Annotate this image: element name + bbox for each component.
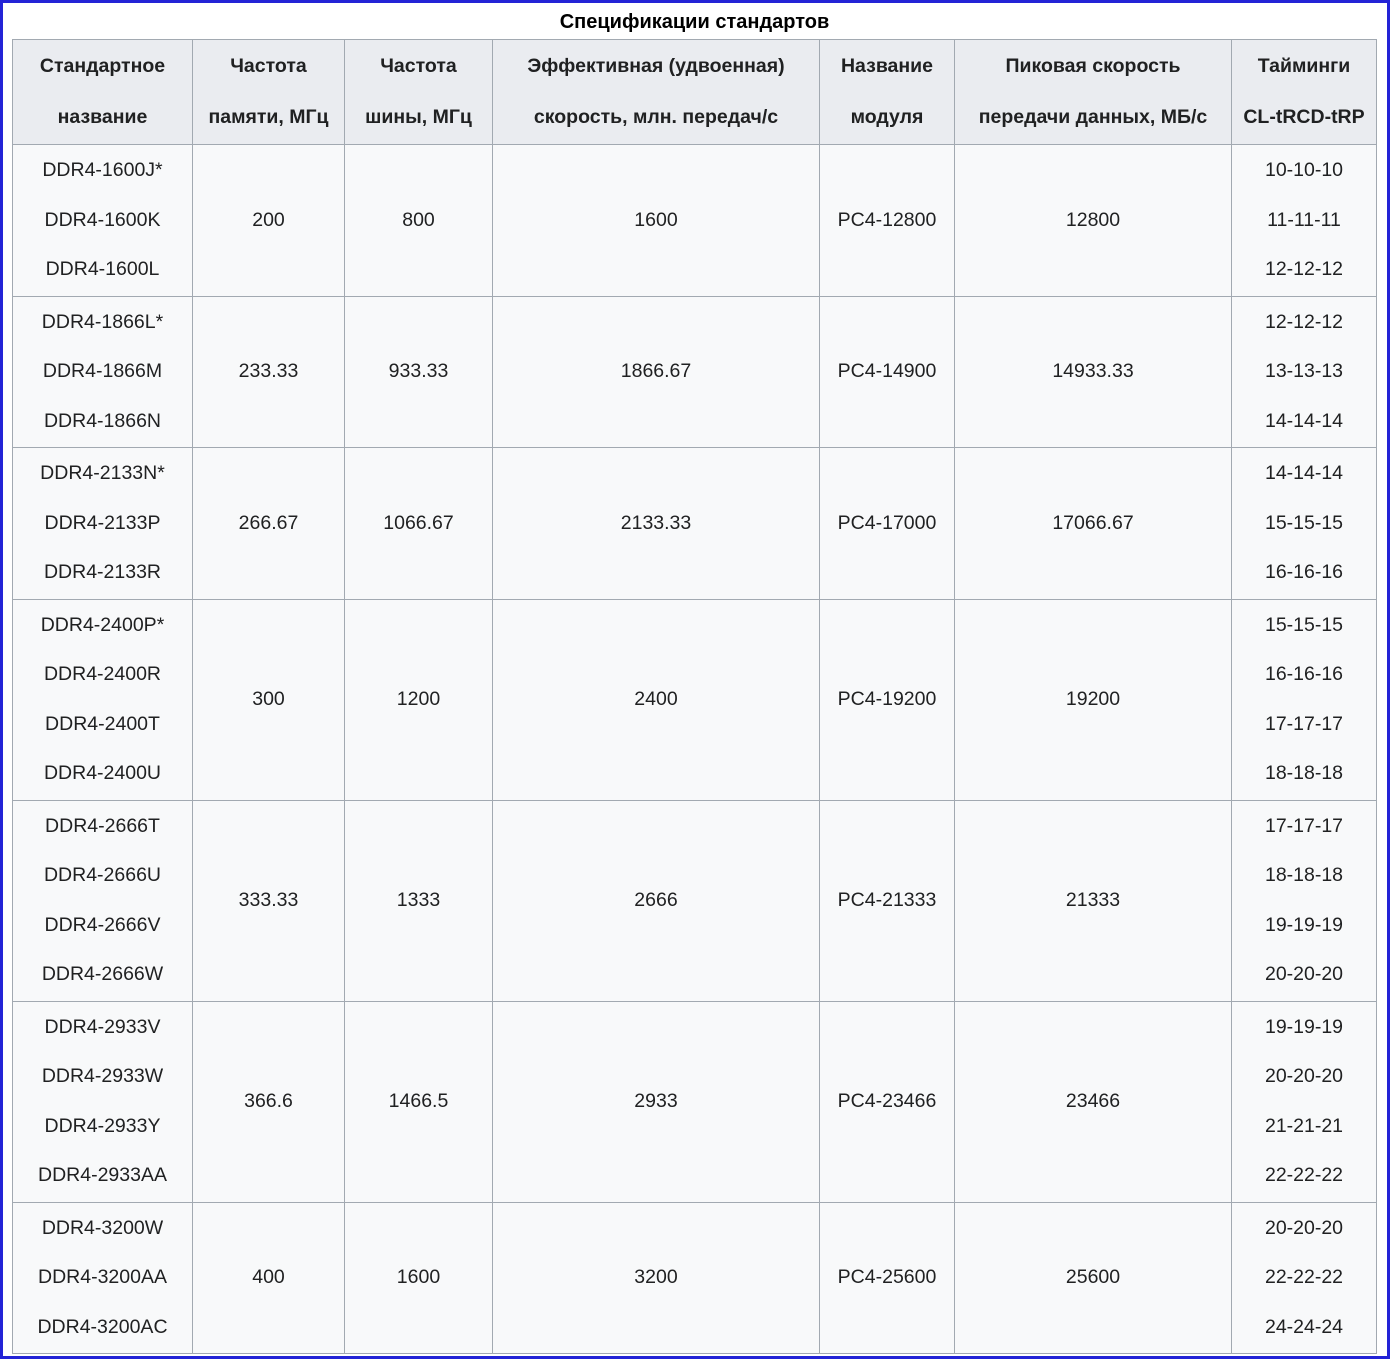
ddr4-specs-table: Спецификации стандартов Стандартное назв… [12, 8, 1377, 1354]
cell-bus-clock: 1200 [344, 598, 493, 801]
cell-bus-clock: 1066.67 [344, 447, 493, 600]
cell-peak-speed: 21333 [954, 799, 1232, 1002]
cell-module-name: PC4-17000 [819, 447, 955, 600]
col-header-memory-clock: Частота памяти, МГц [192, 39, 345, 145]
col-header-effective-rate: Эффективная (удвоенная) скорость, млн. п… [492, 39, 820, 145]
cell-memory-clock: 333.33 [192, 799, 345, 1002]
table-row: DDR4-2133N* DDR4-2133P DDR4-2133R 266.67… [12, 447, 1377, 600]
table-row: DDR4-3200W DDR4-3200AA DDR4-3200AC 400 1… [12, 1201, 1377, 1354]
cell-effective-rate: 2666 [492, 799, 820, 1002]
cell-effective-rate: 2400 [492, 598, 820, 801]
cell-timings: 15-15-15 16-16-16 17-17-17 18-18-18 [1231, 598, 1377, 801]
cell-module-name: PC4-12800 [819, 144, 955, 297]
cell-timings: 10-10-10 11-11-11 12-12-12 [1231, 144, 1377, 297]
cell-module-name: PC4-14900 [819, 295, 955, 448]
cell-peak-speed: 25600 [954, 1201, 1232, 1354]
header-row: Стандартное название Частота памяти, МГц… [12, 39, 1377, 145]
cell-effective-rate: 2933 [492, 1000, 820, 1203]
cell-bus-clock: 800 [344, 144, 493, 297]
cell-module-name: PC4-19200 [819, 598, 955, 801]
cell-memory-clock: 200 [192, 144, 345, 297]
cell-effective-rate: 1866.67 [492, 295, 820, 448]
table-row: DDR4-2933V DDR4-2933W DDR4-2933Y DDR4-29… [12, 1000, 1377, 1203]
table-row: DDR4-1866L* DDR4-1866M DDR4-1866N 233.33… [12, 295, 1377, 448]
table-caption: Спецификации стандартов [559, 11, 830, 33]
col-header-standard-name: Стандартное название [12, 39, 193, 145]
cell-bus-clock: 1600 [344, 1201, 493, 1354]
cell-memory-clock: 233.33 [192, 295, 345, 448]
table-row: DDR4-2666T DDR4-2666U DDR4-2666V DDR4-26… [12, 799, 1377, 1002]
cell-timings: 20-20-20 22-22-22 24-24-24 [1231, 1201, 1377, 1354]
cell-peak-speed: 17066.67 [954, 447, 1232, 600]
cell-memory-clock: 300 [192, 598, 345, 801]
col-header-peak-speed: Пиковая скорость передачи данных, МБ/с [954, 39, 1232, 145]
table-row: DDR4-1600J* DDR4-1600K DDR4-1600L 200 80… [12, 144, 1377, 297]
cell-bus-clock: 933.33 [344, 295, 493, 448]
cell-standard-names: DDR4-3200W DDR4-3200AA DDR4-3200AC [12, 1201, 193, 1354]
cell-module-name: PC4-21333 [819, 799, 955, 1002]
col-header-timings: Тайминги CL-tRCD-tRP [1231, 39, 1377, 145]
cell-bus-clock: 1466.5 [344, 1000, 493, 1203]
col-header-bus-clock: Частота шины, МГц [344, 39, 493, 145]
cell-standard-names: DDR4-2933V DDR4-2933W DDR4-2933Y DDR4-29… [12, 1000, 193, 1203]
col-header-module-name: Название модуля [819, 39, 955, 145]
cell-timings: 19-19-19 20-20-20 21-21-21 22-22-22 [1231, 1000, 1377, 1203]
table-row: DDR4-2400P* DDR4-2400R DDR4-2400T DDR4-2… [12, 598, 1377, 801]
cell-standard-names: DDR4-2133N* DDR4-2133P DDR4-2133R [12, 447, 193, 600]
cell-memory-clock: 366.6 [192, 1000, 345, 1203]
cell-module-name: PC4-25600 [819, 1201, 955, 1354]
cell-peak-speed: 23466 [954, 1000, 1232, 1203]
cell-timings: 12-12-12 13-13-13 14-14-14 [1231, 295, 1377, 448]
cell-effective-rate: 1600 [492, 144, 820, 297]
cell-timings: 17-17-17 18-18-18 19-19-19 20-20-20 [1231, 799, 1377, 1002]
cell-peak-speed: 19200 [954, 598, 1232, 801]
cell-peak-speed: 12800 [954, 144, 1232, 297]
cell-standard-names: DDR4-1866L* DDR4-1866M DDR4-1866N [12, 295, 193, 448]
cell-memory-clock: 400 [192, 1201, 345, 1354]
cell-standard-names: DDR4-1600J* DDR4-1600K DDR4-1600L [12, 144, 193, 297]
cell-timings: 14-14-14 15-15-15 16-16-16 [1231, 447, 1377, 600]
cell-bus-clock: 1333 [344, 799, 493, 1002]
cell-effective-rate: 2133.33 [492, 447, 820, 600]
cell-standard-names: DDR4-2666T DDR4-2666U DDR4-2666V DDR4-26… [12, 799, 193, 1002]
cell-module-name: PC4-23466 [819, 1000, 955, 1203]
cell-memory-clock: 266.67 [192, 447, 345, 600]
cell-standard-names: DDR4-2400P* DDR4-2400R DDR4-2400T DDR4-2… [12, 598, 193, 801]
cell-peak-speed: 14933.33 [954, 295, 1232, 448]
cell-effective-rate: 3200 [492, 1201, 820, 1354]
